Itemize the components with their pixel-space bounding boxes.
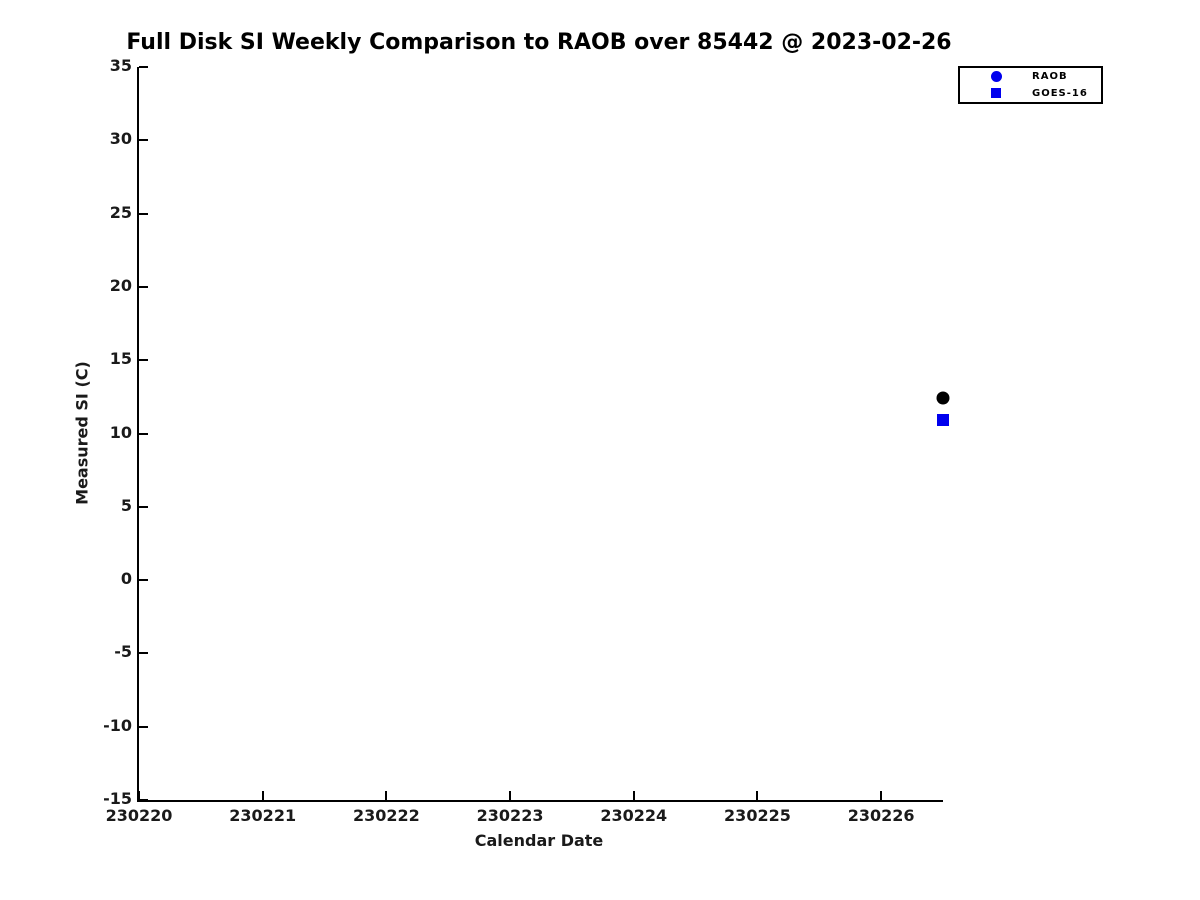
x-axis-tick-mark [509, 791, 512, 800]
x-axis-tick-mark [880, 791, 883, 800]
legend-label: GOES-16 [1032, 87, 1088, 99]
y-axis-tick-label: 30 [109, 129, 132, 149]
y-axis-tick-mark [139, 359, 148, 362]
x-axis-tick-label: 230220 [105, 806, 173, 825]
x-axis-label: Calendar Date [474, 831, 604, 850]
legend: RAOB GOES-16 [958, 66, 1103, 104]
y-axis-tick-label: 35 [109, 56, 132, 75]
data-point-raob [936, 391, 950, 405]
legend-square-icon [991, 88, 1001, 99]
y-axis-tick-label: 15 [109, 349, 132, 369]
y-axis-tick-label: -15 [103, 789, 132, 808]
x-axis-tick-label: 230225 [724, 806, 791, 825]
x-axis-tick-label: 230224 [600, 806, 668, 825]
y-axis-tick-mark [139, 432, 148, 435]
y-axis-tick-mark [139, 725, 148, 728]
legend-marker-cell [960, 88, 1032, 99]
x-axis-tick-label: 230223 [476, 806, 544, 825]
y-axis-tick-mark [139, 139, 148, 142]
y-axis-tick-label: 10 [109, 422, 132, 442]
y-axis-tick-label: 20 [109, 275, 132, 295]
x-axis-tick-mark [138, 791, 140, 800]
x-axis-tick-label: 230221 [229, 806, 297, 825]
y-axis-tick-label: 25 [109, 202, 132, 222]
data-point-goes-16 [937, 414, 949, 427]
legend-circle-icon [990, 71, 1002, 83]
x-axis-tick-mark [756, 791, 759, 800]
x-axis-tick-mark [385, 791, 388, 800]
y-axis-tick-mark [139, 579, 148, 582]
y-axis-tick-label: -5 [114, 642, 132, 662]
y-axis-tick-label: 5 [120, 495, 132, 515]
x-axis-tick-label: 230222 [352, 806, 420, 825]
y-axis-tick-mark [139, 285, 148, 288]
y-axis-tick-mark [139, 652, 148, 655]
legend-marker-cell [960, 71, 1032, 83]
plot-area: 35 30 25 20 15 10 5 0 -5 -10 -15 230220 230221 230222… [103, 56, 950, 825]
legend-item-raob: RAOB [960, 69, 1101, 85]
x-axis-tick-mark [261, 791, 264, 800]
y-axis-tick-mark [139, 66, 148, 68]
chart-title: Full Disk SI Weekly Comparison to RAOB o… [126, 30, 952, 55]
legend-item-goes-16: GOES-16 [960, 85, 1101, 101]
y-axis-tick-mark [139, 799, 148, 801]
legend-label: RAOB [1032, 71, 1068, 83]
y-axis-tick-mark [139, 212, 148, 215]
x-axis-tick-mark [632, 791, 635, 800]
y-axis-tick-label: 0 [120, 569, 132, 589]
y-axis-tick-mark [139, 505, 148, 508]
x-axis-tick-label: 230226 [847, 806, 915, 825]
y-axis-tick-label: -10 [103, 715, 132, 735]
